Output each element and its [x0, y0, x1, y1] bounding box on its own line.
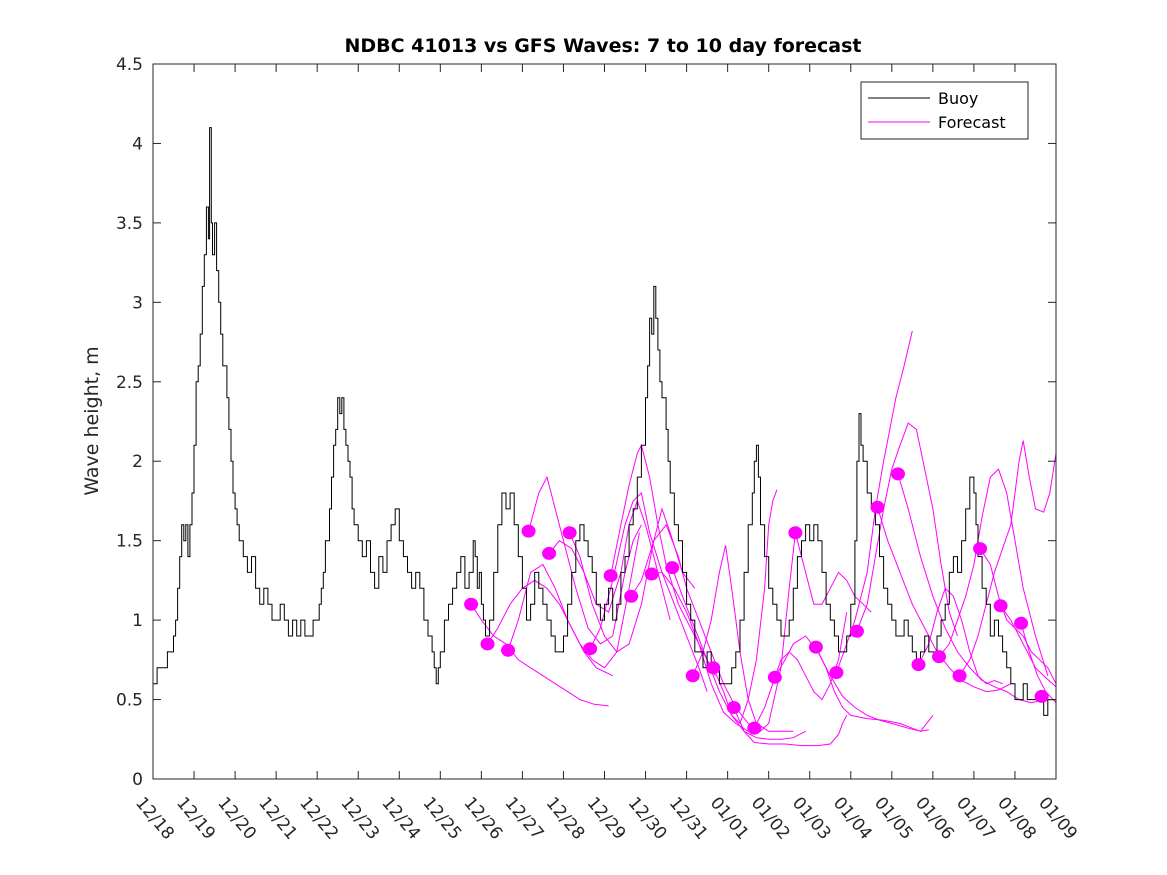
forecast-marker [603, 569, 618, 583]
forecast-marker [624, 589, 639, 603]
forecast-marker [911, 658, 926, 672]
forecast-line [1020, 623, 1056, 704]
forecast-line [918, 587, 1003, 685]
y-tick-label: 2 [132, 452, 143, 472]
forecast-line [692, 545, 794, 732]
forecast-marker [849, 624, 864, 638]
forecast-marker [870, 500, 885, 514]
y-tick-label: 0 [132, 770, 143, 790]
y-tick-label: 4 [132, 134, 143, 154]
forecast-line [507, 532, 640, 669]
y-tick-label: 3 [132, 293, 143, 313]
forecast-marker [952, 669, 967, 683]
forecast-line [856, 422, 958, 637]
forecast-line [487, 579, 613, 677]
forecast-layer [470, 330, 1056, 747]
forecast-marker [890, 467, 905, 481]
y-tick-label: 1 [132, 611, 143, 631]
forecast-marker [1014, 616, 1029, 630]
forecast-line [610, 443, 716, 676]
forecast-line [815, 646, 934, 732]
forecast-marker [464, 597, 479, 611]
forecast-marker [706, 661, 721, 675]
forecast-marker [993, 599, 1008, 613]
forecast-marker [583, 642, 598, 656]
forecast-marker [747, 721, 762, 735]
forecast-marker [501, 643, 516, 657]
forecast-line [528, 475, 642, 645]
chart-title: NDBC 41013 vs GFS Waves: 7 to 10 day for… [344, 35, 861, 57]
forecast-marker [542, 546, 557, 560]
forecast-line [470, 603, 609, 707]
forecast-marker [973, 542, 988, 556]
forecast-marker [767, 670, 782, 684]
forecast-marker [562, 526, 577, 540]
y-axis-label: Wave height, m [81, 346, 103, 495]
forecast-line [938, 468, 1049, 676]
legend: Buoy Forecast [860, 81, 1029, 140]
forecast-marker [521, 524, 536, 538]
y-tick-label: 4.5 [116, 55, 143, 75]
y-tick-label: 0.5 [116, 691, 143, 711]
forecast-marker [665, 561, 680, 575]
forecast-marker [932, 650, 947, 664]
forecast-line [712, 489, 778, 725]
forecast-marker [644, 567, 659, 581]
forecast-marker [726, 701, 741, 714]
forecast-line [733, 707, 848, 747]
forecast-line [753, 612, 848, 729]
legend-label-buoy: Buoy [938, 89, 978, 108]
forecast-marker [480, 637, 495, 651]
forecast-line [979, 548, 1056, 684]
marker-layer [464, 467, 1049, 735]
y-axis: 0 0.5 1 1.5 2 2.5 3 3.5 4 4.5 [116, 55, 1056, 790]
forecast-line [794, 532, 872, 613]
forecast-marker [1034, 689, 1049, 703]
legend-label-forecast: Forecast [938, 113, 1006, 132]
forecast-line [548, 499, 671, 621]
forecast-marker [685, 669, 700, 683]
forecast-line [671, 567, 806, 740]
legend-box [860, 81, 1029, 140]
y-tick-label: 3.5 [116, 214, 143, 234]
forecast-marker [788, 526, 803, 540]
forecast-line [774, 635, 929, 732]
y-tick-label: 1.5 [116, 532, 143, 552]
forecast-line [1000, 605, 1056, 688]
y-tick-label: 2.5 [116, 373, 143, 393]
forecast-marker [829, 666, 844, 680]
forecast-line [959, 440, 1056, 676]
forecast-marker [808, 640, 823, 654]
